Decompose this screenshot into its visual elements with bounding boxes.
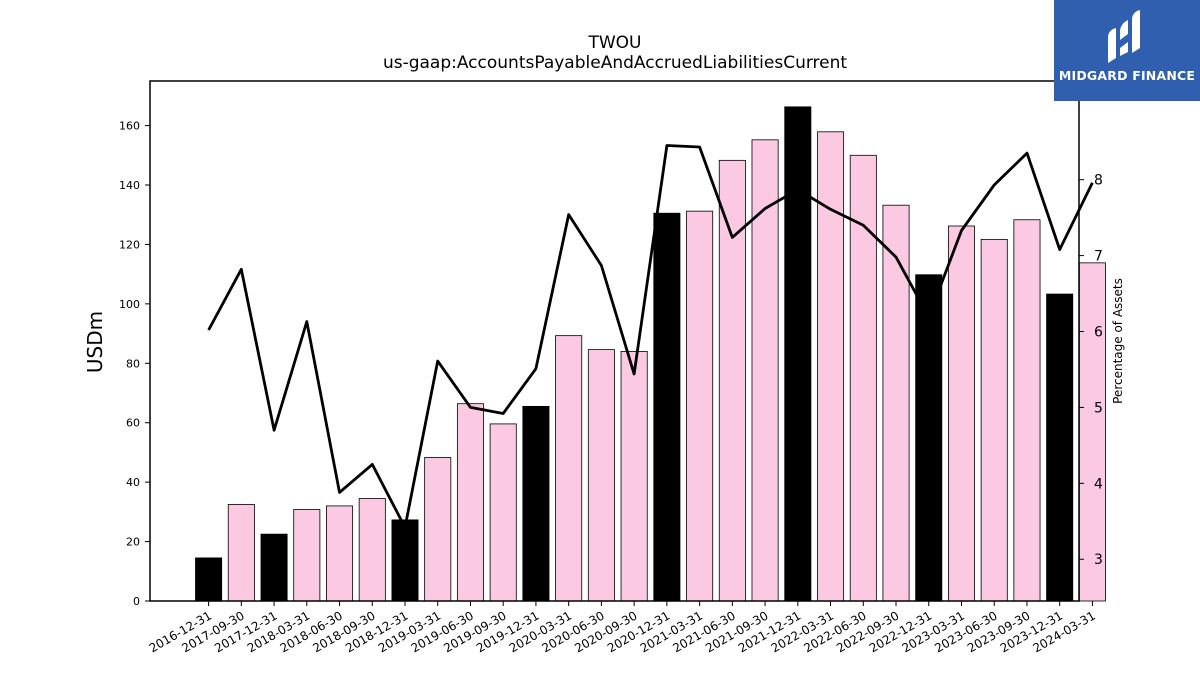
bar-2023-09-30 [1013, 219, 1041, 602]
y-tick-label: 40 [126, 476, 140, 489]
bar-2019-12-31 [522, 405, 550, 602]
bar-2017-12-31 [260, 533, 288, 602]
chart-title: TWOU [587, 33, 641, 53]
bar-2020-06-30 [587, 349, 615, 602]
bar-2018-12-31 [391, 519, 419, 602]
bar-2016-12-31 [195, 557, 223, 602]
y-tick-label: 160 [119, 120, 140, 133]
bar-2019-03-31 [424, 457, 452, 602]
y-tick-label: 0 [133, 595, 140, 608]
y2-tick-label: 8 [1094, 173, 1103, 189]
bar-2022-06-30 [849, 154, 877, 602]
bar-2020-09-30 [620, 350, 648, 602]
chart-subtitle: us-gaap:AccountsPayableAndAccruedLiabili… [383, 53, 847, 73]
bar-2023-06-30 [980, 238, 1008, 602]
bar-2020-12-31 [653, 212, 681, 602]
bar-2018-03-31 [293, 509, 321, 602]
percentage-line [207, 144, 1094, 529]
bar-2022-09-30 [882, 204, 910, 602]
bar-2022-12-31 [915, 274, 943, 602]
y-tick-label: 140 [119, 179, 140, 192]
y2-tick-label: 6 [1094, 325, 1103, 341]
bar-2021-06-30 [718, 159, 746, 602]
brand-logo: MIDGARD FINANCE [1054, 0, 1200, 101]
x-axis: 2016-12-312017-09-302017-12-312018-03-31… [147, 601, 1098, 655]
y-tick-label: 120 [119, 238, 140, 251]
bar-2017-09-30 [227, 504, 255, 602]
y2-axis-label: Percentage of Assets [1111, 278, 1125, 404]
y2-tick-label: 5 [1094, 400, 1103, 416]
y2-tick-label: 3 [1094, 552, 1103, 568]
bar-2019-06-30 [456, 403, 484, 602]
y-tick-label: 20 [126, 536, 140, 549]
bar-2020-03-31 [555, 335, 583, 602]
y-tick-label: 100 [119, 298, 140, 311]
y2-tick-label: 7 [1094, 249, 1103, 265]
y-tick-label: 80 [126, 357, 140, 370]
y-axis-left: 0 20 40 60 80 100 120 140 160 [119, 120, 150, 608]
bar-2018-06-30 [326, 505, 354, 602]
bar-series [195, 106, 1106, 602]
y2-tick-label: 4 [1094, 476, 1103, 492]
y-axis-label: USDm [83, 311, 107, 373]
bar-2021-03-31 [686, 210, 714, 602]
bar-2018-09-30 [358, 498, 386, 602]
line-series [207, 144, 1094, 529]
y-axis-right: 3 4 5 6 7 8 [1079, 173, 1103, 568]
bar-2021-12-31 [784, 106, 812, 602]
bar-2023-12-31 [1046, 293, 1074, 602]
bar-2023-03-31 [947, 225, 975, 602]
logo-text: MIDGARD FINANCE [1058, 68, 1196, 83]
midgard-logo-icon [1108, 10, 1140, 63]
bar-2024-03-31 [1078, 262, 1106, 602]
y-tick-label: 60 [126, 417, 140, 430]
bar-2019-09-30 [489, 423, 517, 602]
plot-frame [149, 80, 1080, 602]
